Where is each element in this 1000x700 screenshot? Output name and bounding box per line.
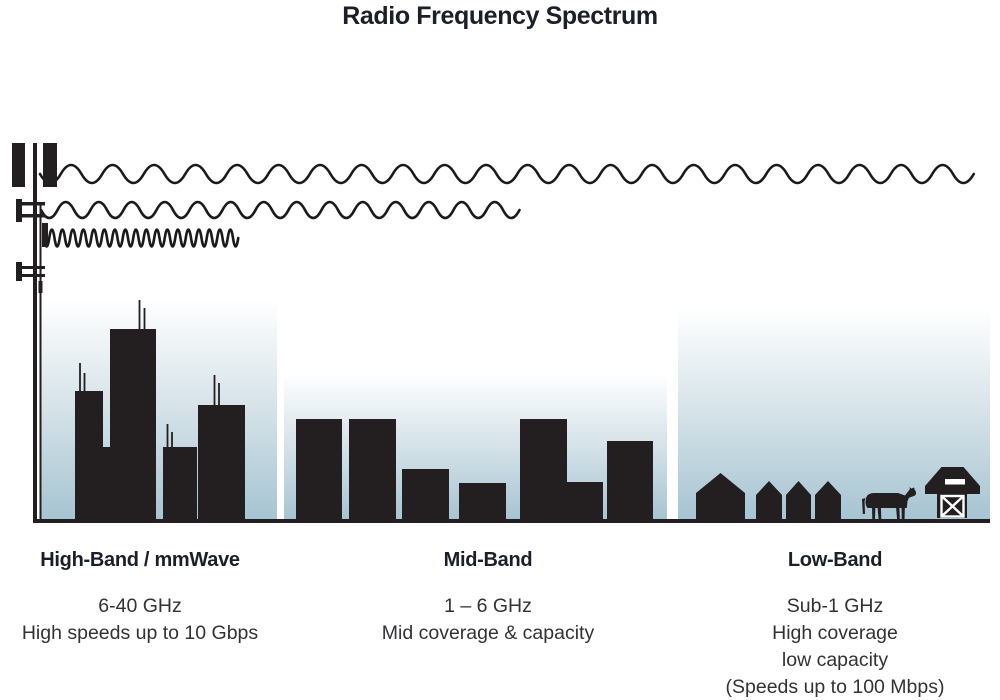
mid-band-wave-icon	[39, 200, 521, 220]
tower-part	[38, 281, 43, 293]
tower-part	[12, 143, 25, 187]
midrise-buildings	[296, 419, 653, 521]
midrise-building-icon	[567, 482, 603, 521]
band-section-mid: Mid-Band 1 – 6 GHz Mid coverage & capaci…	[338, 549, 638, 647]
band-title-low: Low-Band	[787, 549, 883, 571]
house-icon	[786, 481, 811, 521]
band-section-low: Low-Band Sub-1 GHz High coverage low cap…	[685, 549, 985, 700]
house-icon	[756, 481, 782, 521]
band-frequency-high: 6-40 GHz	[98, 595, 182, 617]
tower-part	[18, 202, 45, 206]
midrise-building-icon	[349, 419, 396, 521]
skyscraper-icon	[198, 405, 245, 521]
band-title-high: High-Band / mmWave	[40, 549, 240, 571]
tower-part	[18, 266, 45, 269]
cow-icon	[862, 487, 917, 520]
band-speed-low: (Speeds up to 100 Mbps)	[725, 676, 945, 698]
band-capacity-low: low capacity	[781, 649, 889, 671]
tower-part	[43, 143, 57, 187]
ground-line	[33, 519, 990, 523]
barn-door-cross	[940, 495, 965, 518]
skyscraper-icon	[75, 391, 103, 521]
skyscraper-icon	[110, 329, 156, 521]
page-title: Radio Frequency Spectrum	[342, 2, 658, 30]
band-frequency-low: Sub-1 GHz	[786, 595, 884, 617]
midrise-building-icon	[459, 483, 506, 521]
midrise-building-icon	[402, 469, 449, 521]
tower-part	[16, 262, 22, 281]
skyscraper-icon	[103, 447, 110, 521]
spectrum-illustration	[12, 143, 990, 523]
barn-vent	[945, 479, 965, 485]
band-frequency-mid: 1 – 6 GHz	[444, 595, 532, 617]
house-icon	[696, 473, 745, 521]
midrise-building-icon	[520, 419, 567, 521]
band-title-mid: Mid-Band	[443, 549, 533, 571]
rural-houses	[696, 473, 841, 521]
cell-tower-icon	[12, 143, 57, 523]
band-section-high: High-Band / mmWave 6-40 GHz High speeds …	[15, 549, 265, 647]
tower-part	[42, 223, 48, 247]
band-description-mid: Mid coverage & capacity	[381, 622, 595, 644]
tower-part	[39, 205, 42, 523]
tower-part	[18, 274, 45, 277]
skyscraper-icon	[163, 447, 197, 521]
tower-part	[16, 199, 22, 222]
tower-part	[33, 143, 37, 523]
barn-icon	[925, 467, 980, 518]
band-description-high: High speeds up to 10 Gbps	[21, 622, 259, 644]
tower-part	[18, 214, 45, 218]
high-band-wave-icon	[42, 228, 240, 248]
midrise-building-icon	[607, 441, 653, 521]
band-coverage-low: High coverage	[772, 622, 898, 644]
midrise-building-icon	[296, 419, 342, 521]
cow-silhouette	[862, 487, 917, 520]
city-skyline	[75, 300, 245, 521]
house-icon	[815, 481, 841, 521]
low-band-wave-icon	[38, 163, 976, 185]
